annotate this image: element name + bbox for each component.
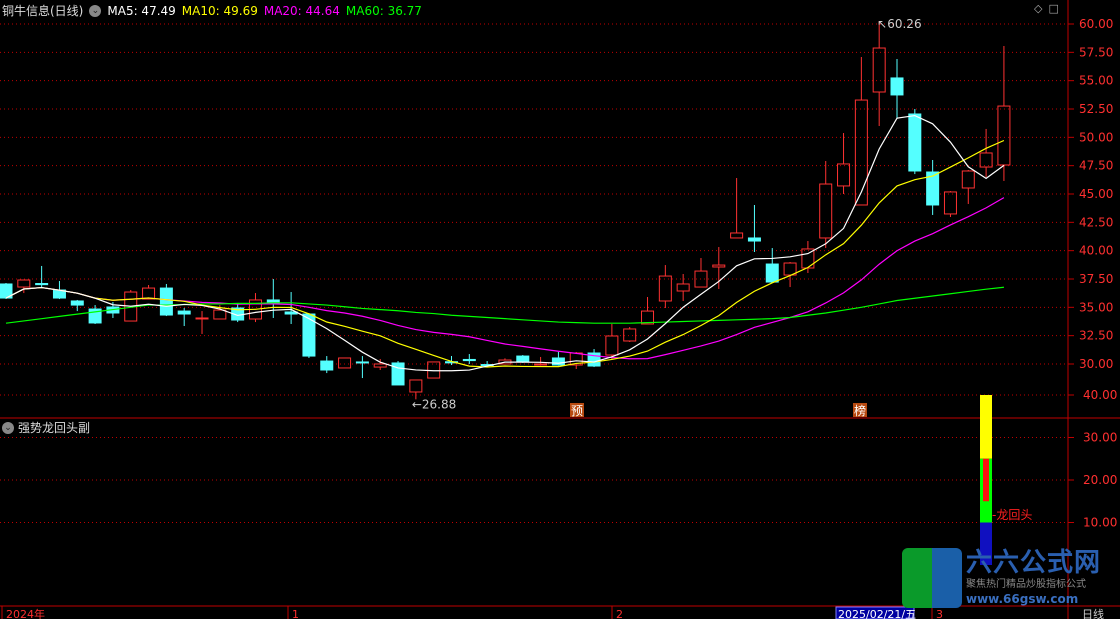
- event-marker-label: 预: [571, 404, 583, 418]
- candle-up: [961, 170, 975, 189]
- price-tick-label: 37.50: [1079, 272, 1113, 286]
- watermark-logo: 六六公式网 聚焦热门精品炒股指标公式 www.66gsw.com: [902, 548, 1118, 610]
- price-tick-label: 60.00: [1079, 17, 1113, 31]
- candle-up: [641, 310, 655, 325]
- ma20-line: [5, 197, 1005, 360]
- indicator-bar-segment: [983, 458, 989, 502]
- candle-up: [712, 264, 726, 268]
- candle-up: [943, 191, 957, 215]
- event-marker-bang: [853, 403, 867, 417]
- window-controls: ◇ □: [1034, 2, 1059, 15]
- indicator-bar-segment: [980, 395, 992, 459]
- candle-down: [747, 237, 761, 242]
- candle-up: [213, 309, 227, 320]
- price-tick-label: 32.50: [1079, 329, 1113, 343]
- price-tick-label: 55.00: [1079, 74, 1113, 88]
- candle-up: [623, 328, 637, 342]
- candle-up: [142, 287, 156, 300]
- indicator-tick-label: 30.00: [1083, 431, 1117, 445]
- candle-up: [730, 232, 744, 239]
- candle-up: [409, 379, 423, 393]
- square-icon[interactable]: □: [1048, 2, 1059, 15]
- candle-up: [676, 283, 690, 292]
- candle-up: [854, 99, 868, 206]
- candle-down: [320, 360, 334, 371]
- price-tick-label: 30.00: [1079, 357, 1113, 371]
- candle-down: [70, 300, 84, 306]
- ma5-value: MA5: 47.49: [107, 3, 176, 18]
- logo-url: www.66gsw.com: [966, 592, 1079, 606]
- ma60-line: [5, 286, 1004, 324]
- price-tick-label: 52.50: [1079, 102, 1113, 116]
- chevron-down-icon[interactable]: ⌄: [2, 421, 14, 434]
- candle-down: [908, 113, 922, 172]
- high-price-label: ↖60.26: [877, 17, 921, 31]
- logo-icon: [902, 548, 962, 608]
- price-tick-label: 57.50: [1079, 45, 1113, 59]
- event-marker-label: 榜: [854, 403, 866, 418]
- candle-down: [551, 357, 565, 366]
- indicator-tick-label: 40.00: [1083, 388, 1117, 402]
- time-axis-label: 3: [936, 608, 943, 619]
- candle-down: [35, 283, 49, 286]
- candle-up: [338, 357, 352, 369]
- indicator-tick-label: 10.00: [1083, 516, 1117, 530]
- chevron-down-icon[interactable]: ⌄: [89, 4, 102, 17]
- price-tick-label: 45.00: [1079, 187, 1113, 201]
- price-tick-label: 40.00: [1079, 244, 1113, 258]
- candle-down: [516, 355, 530, 363]
- ma60-value: MA60: 36.77: [345, 3, 422, 18]
- time-axis-label: 2025/02/21/五: [838, 608, 916, 619]
- candle-up: [872, 47, 886, 93]
- candle-down: [355, 361, 369, 364]
- ma20-value: MA20: 44.64: [263, 3, 340, 18]
- candle-up: [195, 317, 209, 320]
- stock-title: 铜牛信息(日线): [2, 4, 84, 18]
- main-header: 铜牛信息(日线) ⌄ MA5: 47.49 MA10: 49.69 MA20: …: [2, 2, 422, 19]
- candle-down: [926, 171, 940, 206]
- price-tick-label: 50.00: [1079, 130, 1113, 144]
- candle-down: [765, 263, 779, 283]
- price-tick-label: 47.50: [1079, 159, 1113, 173]
- candle-down: [284, 311, 298, 315]
- candle-up: [819, 183, 833, 239]
- time-axis-label: 2024年: [6, 607, 45, 619]
- price-tick-label: 35.00: [1079, 300, 1113, 314]
- diamond-icon[interactable]: ◇: [1034, 2, 1043, 15]
- candle-up: [17, 279, 31, 288]
- candle-down: [177, 310, 191, 315]
- logo-name: 六六公式网: [966, 548, 1102, 578]
- candle-down: [890, 77, 904, 96]
- indicator-tick-label: 20.00: [1083, 473, 1117, 487]
- low-price-label: ←26.88: [412, 397, 456, 411]
- candle-up: [658, 275, 672, 302]
- candle-down: [159, 287, 173, 316]
- ma10-line: [5, 139, 1005, 368]
- price-tick-label: 42.50: [1079, 215, 1113, 229]
- candle-up: [997, 105, 1011, 166]
- event-marker-pre: [570, 403, 584, 417]
- ma10-value: MA10: 49.69: [181, 3, 258, 18]
- candle-up: [534, 363, 548, 366]
- indicator-header: ⌄ 强势龙回头副: [2, 419, 90, 436]
- candle-up: [373, 363, 387, 368]
- candle-up: [979, 152, 993, 168]
- indicator-title: 强势龙回头副: [18, 421, 91, 435]
- signal-label: -龙回头: [992, 508, 1032, 522]
- time-axis-label: 1: [292, 608, 299, 619]
- candle-down: [462, 358, 476, 362]
- period-label: 日线: [1082, 607, 1104, 619]
- candle-up: [837, 163, 851, 187]
- logo-slogan: 聚焦热门精品炒股指标公式: [966, 579, 1086, 590]
- indicator-bar-segment: [980, 522, 992, 565]
- time-axis-label: 2: [616, 608, 623, 619]
- date-cursor-box: [835, 606, 915, 619]
- candle-up: [694, 270, 708, 288]
- ma5-line: [5, 114, 1005, 372]
- candle-up: [605, 335, 619, 356]
